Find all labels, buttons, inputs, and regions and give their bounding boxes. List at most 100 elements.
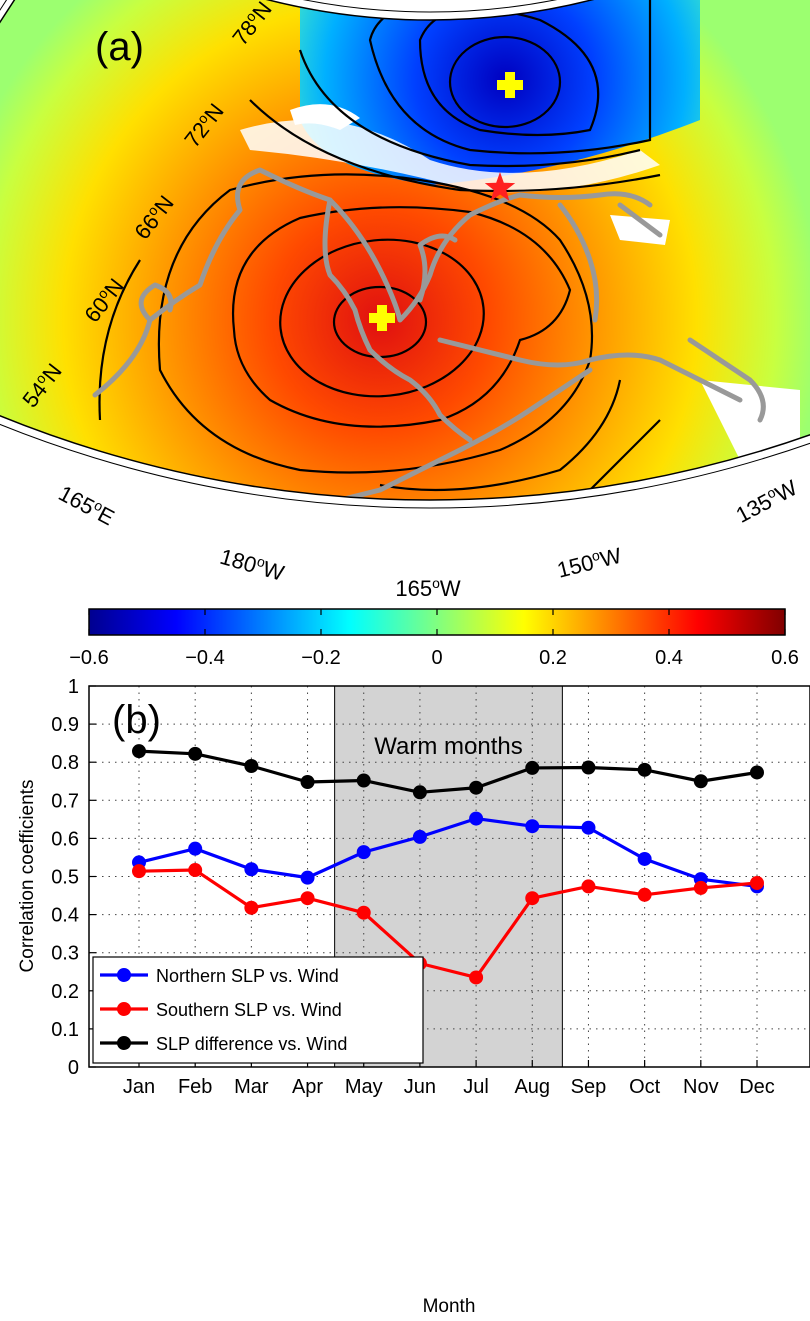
- map-field: [0, 0, 810, 500]
- data-point: [300, 870, 315, 885]
- data-point: [637, 887, 652, 902]
- x-axis-title: Month: [423, 1296, 476, 1316]
- warm-months-label: Warm months: [374, 733, 522, 760]
- data-point: [356, 773, 371, 788]
- series-line: [138, 868, 758, 980]
- series-layer: [132, 744, 764, 985]
- lon-label: 180oW: [217, 543, 287, 586]
- data-point: [525, 819, 540, 834]
- y-tick-label: 0.4: [51, 905, 79, 927]
- y-tick-label: 0.6: [51, 828, 79, 850]
- lon-label: 165oW: [395, 575, 461, 601]
- data-point: [412, 829, 427, 844]
- x-tick-label: Nov: [683, 1076, 719, 1098]
- legend-marker: [117, 1002, 131, 1016]
- contours-south: [69, 173, 661, 500]
- data-point: [244, 759, 259, 774]
- x-tick-label: Apr: [292, 1076, 323, 1098]
- data-point: [750, 875, 764, 890]
- y-tick-label: 0.8: [51, 752, 79, 774]
- legend-items: Northern SLP vs. Wind Southern SLP vs. Wi…: [100, 966, 347, 1054]
- data-point: [188, 863, 203, 878]
- data-point: [244, 900, 259, 915]
- legend: Northern SLP vs. Wind Southern SLP vs. Wi…: [92, 956, 424, 1064]
- lon-label: 135oW: [731, 474, 801, 528]
- colorbar-tick-label: −0.6: [69, 647, 108, 669]
- colorbar-tick-label: −0.2: [301, 647, 340, 669]
- data-point: [132, 864, 146, 879]
- y-tick-label: 0.9: [51, 714, 79, 736]
- y-tick-label: 0.3: [51, 943, 79, 965]
- map-frame: [0, 0, 810, 501]
- x-tick-label: Jan: [123, 1076, 155, 1098]
- map-frame-inner: [0, 0, 810, 509]
- series-line: [138, 749, 758, 794]
- colorbar-tick-label: 0: [431, 647, 442, 669]
- data-point: [525, 760, 540, 775]
- data-point: [469, 811, 484, 826]
- panel-b-label: (b): [112, 698, 161, 742]
- nodata-strip: [240, 120, 660, 193]
- data-point: [637, 762, 652, 777]
- data-point: [637, 851, 652, 866]
- legend-marker: [117, 968, 131, 982]
- x-tick-label: Aug: [514, 1076, 550, 1098]
- chart-panel: 0 0.1 0.2 0.3 0.4 0.5 0.6 0.7 0.8 0.9 1 Jan Feb Mar A…: [17, 676, 810, 1317]
- lon-label: 165oE: [55, 480, 119, 531]
- data-point: [469, 780, 484, 795]
- data-point: [300, 775, 315, 790]
- data-point: [581, 820, 596, 835]
- y-tick-label: 0.5: [51, 867, 79, 889]
- lon-label: 150oW: [554, 542, 624, 583]
- x-axis-ticks: Jan Feb Mar Apr May Jun Jul Aug Sep Oct Nov Dec: [123, 1060, 775, 1098]
- data-point: [581, 879, 596, 894]
- north-center-marker: [497, 72, 523, 98]
- legend-label: Southern SLP vs. Wind: [156, 1000, 342, 1020]
- data-point: [750, 765, 764, 780]
- x-tick-label: Jul: [463, 1076, 489, 1098]
- data-point: [244, 862, 259, 877]
- legend-label: SLP difference vs. Wind: [156, 1034, 347, 1054]
- y-tick-label: 0.7: [51, 790, 79, 812]
- colorbar-ticks: −0.6 −0.4 −0.2 0 0.2 0.4 0.6: [69, 609, 799, 669]
- y-axis-ticks: 0 0.1 0.2 0.3 0.4 0.5 0.6 0.7 0.8 0.9 1: [51, 676, 96, 1079]
- data-point: [581, 760, 596, 775]
- x-tick-label: Oct: [629, 1076, 661, 1098]
- data-point: [188, 841, 203, 856]
- data-point: [300, 891, 315, 906]
- nodata-patch: [290, 104, 360, 130]
- legend-label: Northern SLP vs. Wind: [156, 966, 339, 986]
- northern-field: [300, 0, 700, 185]
- x-tick-label: Mar: [234, 1076, 269, 1098]
- y-tick-label: 0.2: [51, 981, 79, 1003]
- south-center-marker: [369, 305, 395, 331]
- x-tick-label: Sep: [571, 1076, 607, 1098]
- colorbar-tick-label: −0.4: [185, 647, 224, 669]
- x-tick-label: Dec: [739, 1076, 775, 1098]
- series-southern-slp-vs-wind: [132, 863, 764, 985]
- data-point: [525, 891, 540, 906]
- y-axis-title: Correlation coefficients: [17, 780, 38, 973]
- y-tick-label: 1: [68, 676, 79, 698]
- data-point: [356, 905, 371, 920]
- series-line: [138, 816, 758, 888]
- y-tick-label: 0.1: [51, 1019, 79, 1041]
- x-tick-label: May: [345, 1076, 383, 1098]
- series-northern-slp-vs-wind: [132, 811, 764, 894]
- x-tick-label: Jun: [404, 1076, 436, 1098]
- station-star-marker: [484, 172, 516, 201]
- legend-marker: [117, 1036, 131, 1050]
- panel-a-label: (a): [95, 25, 144, 69]
- colorbar-tick-label: 0.6: [771, 647, 799, 669]
- data-point: [693, 774, 708, 789]
- colorbar: −0.6 −0.4 −0.2 0 0.2 0.4 0.6: [69, 608, 799, 669]
- series-slp-difference-vs-wind: [132, 744, 764, 800]
- data-point: [469, 970, 484, 985]
- data-point: [693, 880, 708, 895]
- data-point: [356, 845, 371, 860]
- data-point: [132, 744, 146, 759]
- data-point: [412, 785, 427, 800]
- colorbar-tick-label: 0.2: [539, 647, 567, 669]
